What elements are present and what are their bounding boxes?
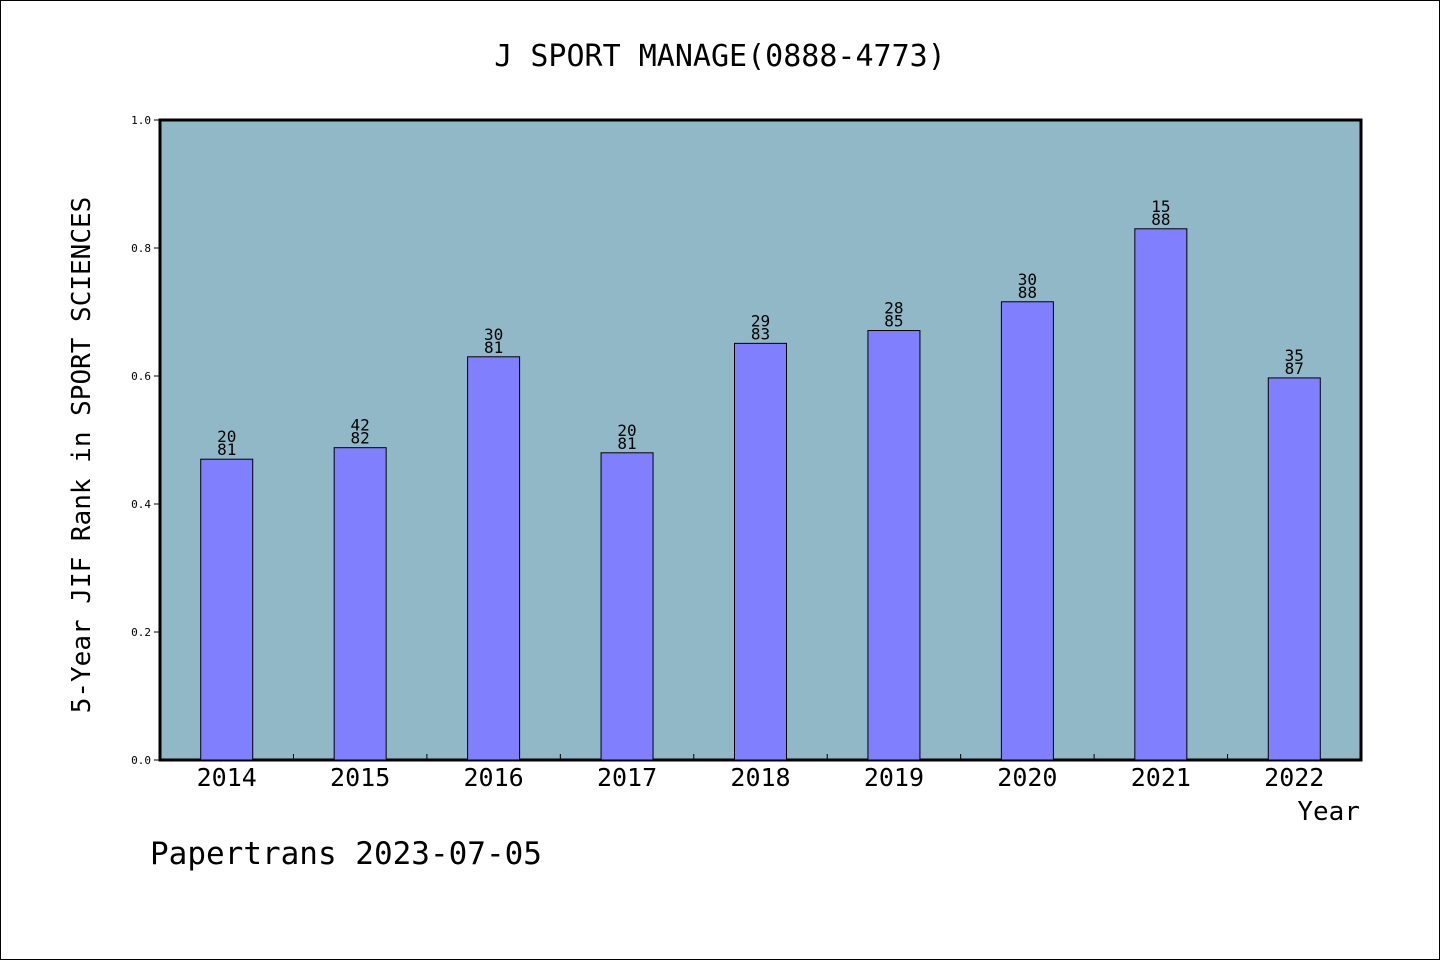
bar-label-total: 88 xyxy=(1018,283,1037,302)
bar-label-total: 85 xyxy=(884,312,903,331)
x-tick-label: 2018 xyxy=(730,763,790,792)
y-tick-label: 0.8 xyxy=(131,242,151,255)
x-tick-label: 2022 xyxy=(1264,763,1324,792)
footer-source: Papertrans 2023-07-05 xyxy=(150,836,542,872)
x-tick-label: 2021 xyxy=(1131,763,1191,792)
x-axis: 2014 2015 2016 2017 2018 2019 2020 2021 2022 xyxy=(197,754,1324,792)
bar-label-rank: 35 xyxy=(1285,346,1304,365)
y-tick-label: 1.0 xyxy=(131,114,151,127)
y-axis-label: 5-Year JIF Rank in SPORT SCIENCES xyxy=(67,197,97,714)
x-tick-label: 2015 xyxy=(330,763,390,792)
bar-2014 xyxy=(200,458,254,761)
bar-label-rank: 42 xyxy=(351,416,370,435)
bar-2018 xyxy=(734,342,787,761)
bar-label-rank: 28 xyxy=(884,299,903,318)
x-tick-label: 2016 xyxy=(464,763,524,792)
bar-label-rank: 20 xyxy=(617,421,636,440)
x-tick-label: 2019 xyxy=(864,763,924,792)
bar-label-total: 81 xyxy=(617,434,636,453)
bar-label-total: 83 xyxy=(751,324,770,343)
bar-2016 xyxy=(467,356,521,761)
bar-2017 xyxy=(600,452,654,761)
chart-title: J SPORT MANAGE(0888-4773) xyxy=(494,39,946,74)
y-tick-label: 0.4 xyxy=(131,498,151,511)
bar-label-rank: 30 xyxy=(1018,270,1037,289)
bar-label-rank: 15 xyxy=(1151,197,1170,216)
y-axis: 0.0 0.2 0.4 0.6 0.8 1.0 xyxy=(131,114,160,767)
bar-label-total: 82 xyxy=(351,429,370,448)
bar-label-total: 88 xyxy=(1151,210,1170,229)
bar-label-total: 87 xyxy=(1285,359,1304,378)
bar-label-rank: 20 xyxy=(217,427,236,446)
x-tick-label: 2020 xyxy=(997,763,1057,792)
y-tick-label: 0.2 xyxy=(131,626,151,639)
bar-label-total: 81 xyxy=(217,440,236,459)
y-tick-label: 0.0 xyxy=(131,754,151,767)
bars-group xyxy=(200,228,1321,761)
bar-2015 xyxy=(333,447,387,761)
bar-2021 xyxy=(1134,228,1188,761)
bar-label-rank: 29 xyxy=(751,311,770,330)
bar-label-total: 81 xyxy=(484,338,503,357)
x-axis-label: Year xyxy=(1297,797,1360,827)
bar-2020 xyxy=(1000,301,1054,761)
bar-2022 xyxy=(1267,377,1321,761)
bar-label-rank: 30 xyxy=(484,325,503,344)
x-tick-label: 2014 xyxy=(197,763,257,792)
y-tick-label: 0.6 xyxy=(131,370,151,383)
x-tick-label: 2017 xyxy=(597,763,657,792)
bar-2019 xyxy=(867,330,921,761)
